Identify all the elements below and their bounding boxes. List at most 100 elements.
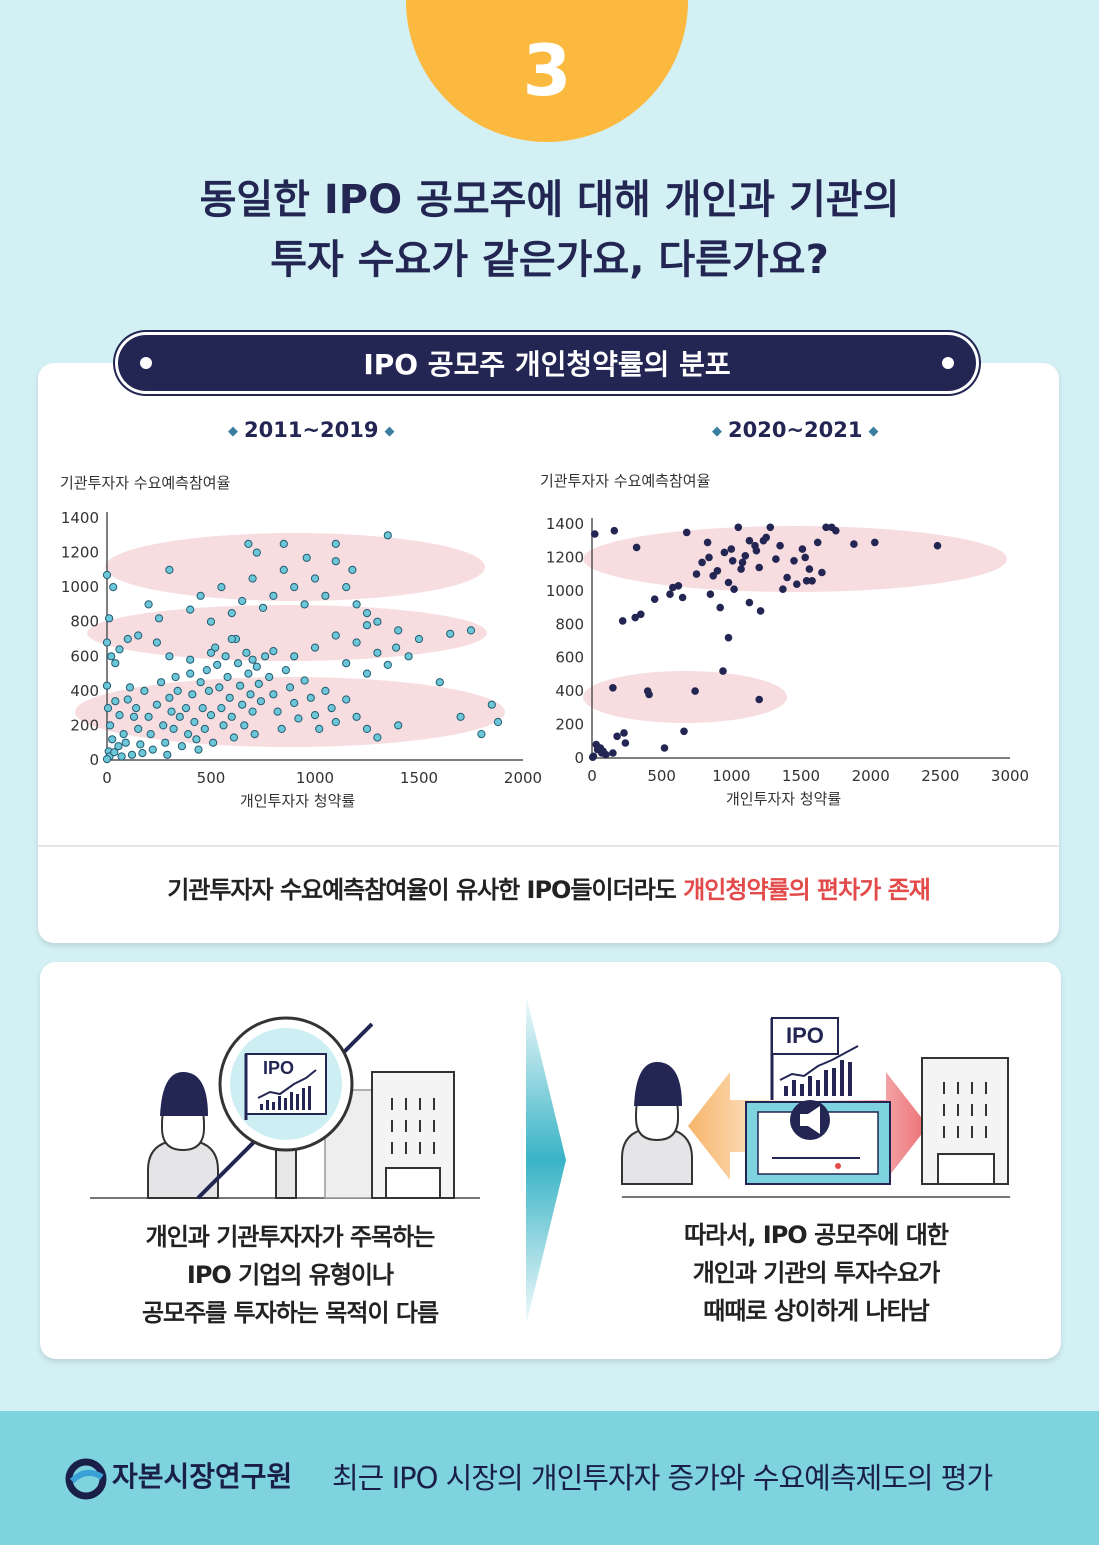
band-high [105, 533, 485, 601]
data-point [620, 729, 628, 737]
data-point [737, 565, 745, 573]
data-point [152, 700, 162, 709]
data-point [327, 704, 336, 713]
data-point [252, 662, 261, 671]
data-point [772, 555, 780, 563]
x-tick-label: 2500 [921, 767, 959, 785]
footer [0, 1411, 1099, 1545]
chart2-xlabel: 개인투자자 청약률 [726, 790, 842, 808]
data-point [362, 724, 372, 733]
data-point [181, 704, 191, 713]
data-point [240, 721, 249, 730]
x-tick-label: 2000 [852, 767, 890, 785]
data-point [242, 648, 251, 657]
data-point [713, 567, 722, 575]
data-point [227, 634, 236, 644]
data-point [310, 574, 320, 583]
data-point [123, 695, 132, 704]
data-point [362, 621, 372, 630]
data-point [281, 666, 290, 675]
data-point [798, 545, 807, 553]
data-point [111, 697, 120, 706]
data-point [310, 711, 320, 720]
data-point [134, 631, 143, 640]
chart-banner: IPO 공모주 개인청약률의 분포 [118, 335, 976, 391]
chart2-ylabel: 기관투자자 수요예측참여율 [540, 472, 711, 490]
data-point [588, 753, 597, 761]
data-point [144, 600, 153, 609]
data-point [200, 724, 209, 733]
data-point [194, 745, 203, 754]
data-point [755, 695, 763, 704]
note-left-line: 공모주를 투자하는 목적이 다름 [141, 1299, 439, 1327]
building-icon [921, 1057, 1009, 1185]
data-point [221, 652, 230, 661]
data-point [186, 655, 195, 664]
data-point [196, 678, 205, 687]
data-point [321, 591, 330, 600]
data-point [342, 583, 351, 592]
data-point [107, 652, 116, 661]
data-point [300, 600, 309, 609]
data-point [186, 605, 195, 614]
data-point [213, 660, 222, 669]
data-point [102, 570, 112, 580]
data-point [206, 711, 216, 720]
data-point [348, 565, 357, 575]
data-point [144, 712, 153, 721]
data-point [734, 523, 743, 532]
data-point [209, 738, 218, 747]
data-point [294, 714, 303, 723]
y-tick-label: 1000 [61, 578, 99, 596]
x-tick-label: 1000 [296, 769, 334, 787]
y-tick-label: 1200 [61, 544, 99, 562]
person-icon [621, 1062, 693, 1185]
data-point [310, 643, 320, 652]
x-tick-label: 3000 [991, 767, 1029, 785]
data-point [678, 593, 687, 602]
org-logo-icon [65, 1458, 107, 1500]
data-point [801, 553, 809, 562]
caption-text: 기관투자자 수요예측참여율이 유사한 IPO들이더라도 [167, 876, 684, 904]
data-point [215, 683, 224, 692]
data-point [705, 553, 713, 562]
data-point [254, 679, 263, 688]
data-point [161, 738, 170, 747]
illustration-left: IPO [90, 1016, 480, 1200]
step-badge: 3 [406, 0, 688, 142]
y-tick-label: 1400 [61, 509, 99, 527]
building-icon [324, 1071, 455, 1199]
data-point [302, 553, 311, 562]
data-point [238, 700, 247, 709]
data-point [321, 686, 330, 695]
data-point [632, 543, 641, 552]
x-tick-label: 500 [197, 769, 226, 787]
data-point [175, 712, 184, 721]
band-low [75, 677, 505, 747]
data-point [621, 739, 630, 747]
data-point [184, 730, 193, 739]
y-tick-label: 800 [70, 613, 99, 631]
magnifier-icon: IPO [196, 1016, 374, 1200]
data-point [373, 733, 382, 742]
data-point [315, 724, 324, 733]
data-point [724, 578, 733, 587]
y-tick-label: 1000 [546, 582, 584, 600]
data-point [793, 580, 801, 588]
data-point [682, 528, 691, 537]
data-point [173, 686, 182, 695]
banner-dot-right [942, 357, 954, 369]
data-point [169, 724, 178, 733]
data-point [802, 577, 811, 585]
data-point [637, 610, 645, 619]
data-point [456, 712, 465, 721]
diamond-icon: ◆ [384, 424, 395, 439]
data-point [225, 693, 234, 702]
y-tick-label: 200 [70, 716, 99, 734]
data-point [660, 744, 669, 752]
data-point [383, 531, 392, 540]
diamond-icon: ◆ [712, 424, 722, 439]
data-point [125, 683, 135, 692]
note-left-line: 개인과 기관투자자가 주목하는 [145, 1223, 436, 1251]
data-point [290, 652, 299, 661]
